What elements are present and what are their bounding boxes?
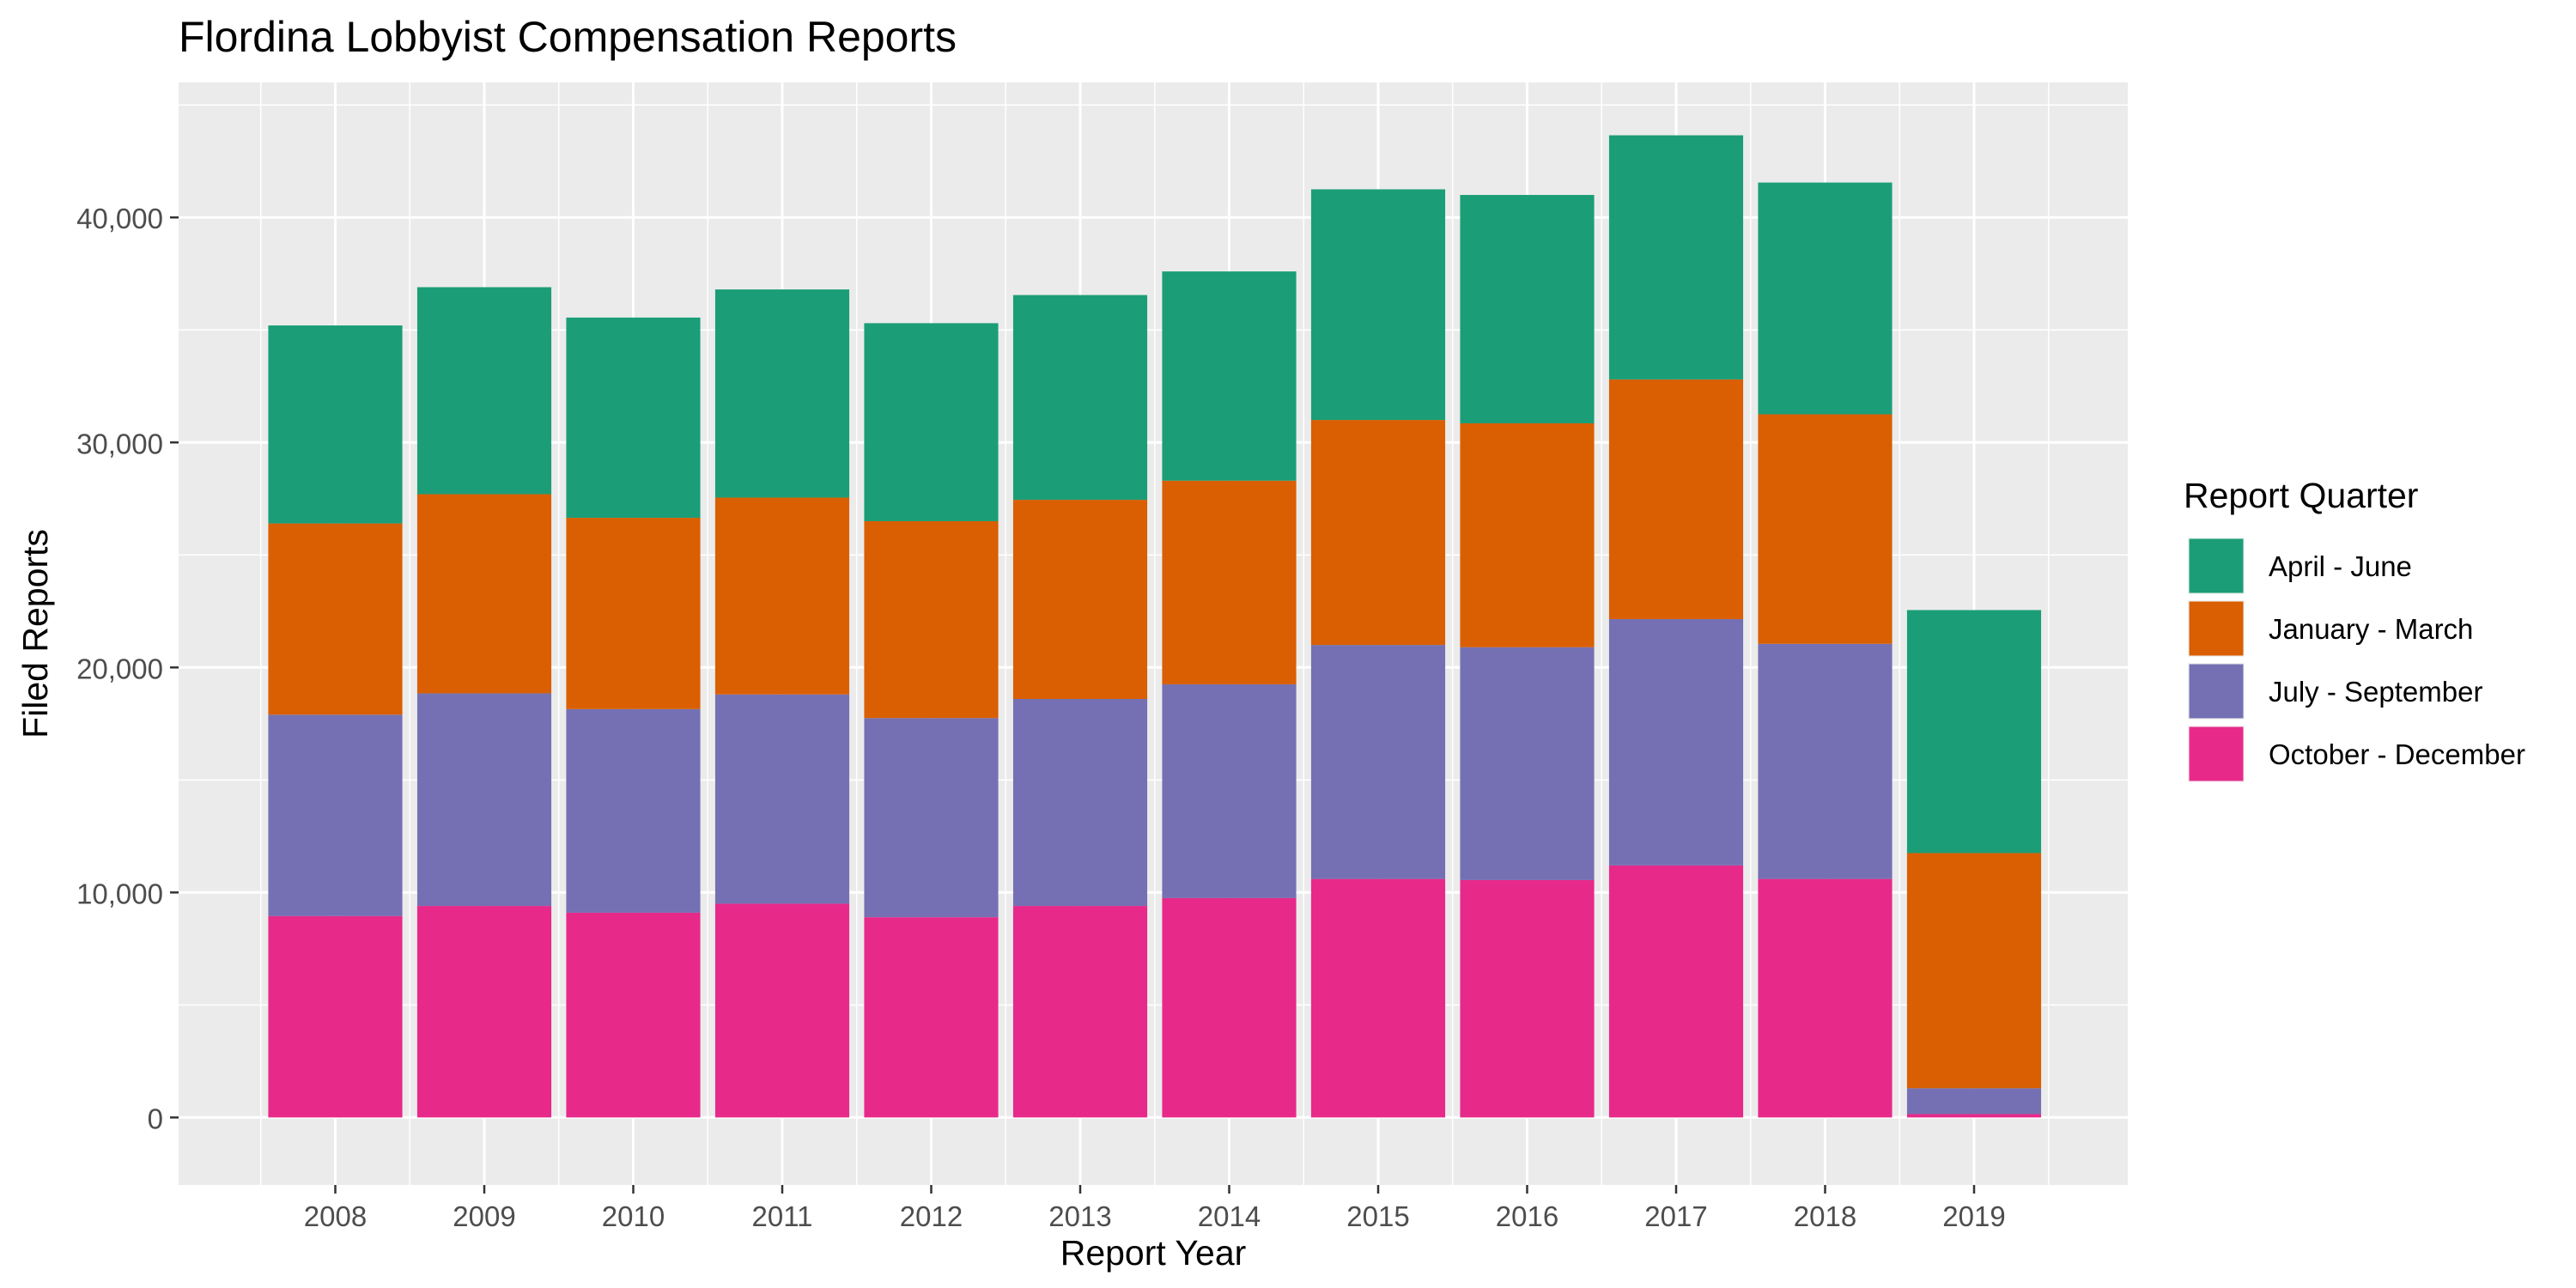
- bar-segment: [864, 323, 999, 521]
- x-axis: 2008 2009 2010 2011 2012 2013 2014 2015 2016 2017…: [304, 1185, 2006, 1232]
- legend-label: July - September: [2269, 676, 2482, 708]
- bar-segment: [566, 708, 701, 913]
- bar-segment: [1460, 879, 1595, 1118]
- x-tick-label: 2008: [304, 1200, 367, 1232]
- bar-segment: [714, 903, 850, 1118]
- y-axis-label: Filed Reports: [15, 529, 55, 738]
- bar-segment: [268, 325, 403, 524]
- x-tick-label: 2013: [1048, 1200, 1111, 1232]
- bar-segment: [1162, 271, 1297, 481]
- bar-segment: [268, 714, 403, 916]
- bar-segment: [864, 520, 999, 719]
- bar-segment: [1310, 420, 1446, 646]
- y-tick-label: 40,000: [76, 203, 163, 234]
- bar-segment: [864, 718, 999, 918]
- bar-segment: [1608, 865, 1744, 1118]
- x-tick-label: 2016: [1496, 1200, 1558, 1232]
- bar-segment: [1460, 422, 1595, 647]
- y-tick-label: 0: [148, 1103, 163, 1134]
- bar-segment: [1162, 683, 1297, 898]
- bar-segment: [566, 912, 701, 1118]
- bar-segment: [1906, 1114, 2042, 1118]
- y-tick-label: 30,000: [76, 428, 163, 459]
- bar-segment: [1162, 897, 1297, 1118]
- bar-segment: [416, 494, 552, 694]
- legend-swatch: [2189, 664, 2244, 719]
- bar-segment: [416, 287, 552, 495]
- x-tick-label: 2012: [900, 1200, 963, 1232]
- y-tick-label: 10,000: [76, 878, 163, 909]
- legend-title: Report Quarter: [2184, 476, 2419, 515]
- x-tick-label: 2010: [602, 1200, 665, 1232]
- x-tick-label: 2011: [752, 1200, 813, 1232]
- legend-swatch: [2189, 538, 2244, 593]
- bar-segment: [1460, 195, 1595, 423]
- bar-segment: [268, 915, 403, 1118]
- bar-segment: [714, 289, 850, 498]
- x-axis-label: Report Year: [1060, 1233, 1247, 1273]
- bar-segment: [566, 317, 701, 519]
- bar-segment: [1906, 610, 2042, 854]
- legend-label: January - March: [2269, 613, 2473, 645]
- x-tick-label: 2014: [1198, 1200, 1261, 1232]
- legend-swatch: [2189, 726, 2244, 781]
- bar-segment: [416, 693, 552, 907]
- bar-segment: [864, 917, 999, 1118]
- bar-segment: [1758, 878, 1893, 1118]
- x-tick-label: 2017: [1644, 1200, 1707, 1232]
- bar-segment: [1162, 480, 1297, 684]
- bar-segment: [1906, 1088, 2042, 1115]
- bar-segment: [1608, 135, 1744, 380]
- y-tick-label: 20,000: [76, 653, 163, 684]
- legend-swatch: [2189, 601, 2244, 656]
- bar-segment: [1758, 182, 1893, 415]
- bar-segment: [1310, 645, 1446, 879]
- bar-segment: [1460, 647, 1595, 880]
- legend-label: April - June: [2269, 550, 2412, 582]
- bar-segment: [714, 497, 850, 695]
- bar-segment: [1758, 414, 1893, 644]
- bar-segment: [1310, 189, 1446, 421]
- bar-segment: [1608, 618, 1744, 866]
- bar-segment: [1012, 500, 1148, 699]
- bar-segment: [1012, 906, 1148, 1118]
- bar-segment: [1608, 379, 1744, 619]
- legend-label: October - December: [2269, 738, 2525, 770]
- x-tick-label: 2015: [1346, 1200, 1409, 1232]
- bar-segment: [1758, 643, 1893, 879]
- bar-segment: [1310, 878, 1446, 1118]
- bars: [268, 135, 2042, 1118]
- bar-segment: [1012, 698, 1148, 907]
- bar-segment: [714, 694, 850, 904]
- bar-segment: [1906, 853, 2042, 1089]
- x-tick-label: 2009: [453, 1200, 515, 1232]
- x-tick-label: 2018: [1794, 1200, 1856, 1232]
- bar-segment: [566, 518, 701, 709]
- y-axis: 0 10,000 20,000 30,000 40,000: [76, 203, 179, 1134]
- legend: April - June January - March July - Septem…: [2188, 538, 2525, 782]
- bar-segment: [1012, 295, 1148, 501]
- chart-title: Flordina Lobbyist Compensation Reports: [179, 13, 957, 61]
- bar-segment: [416, 906, 552, 1118]
- x-tick-label: 2019: [1942, 1200, 2005, 1232]
- bar-segment: [268, 523, 403, 715]
